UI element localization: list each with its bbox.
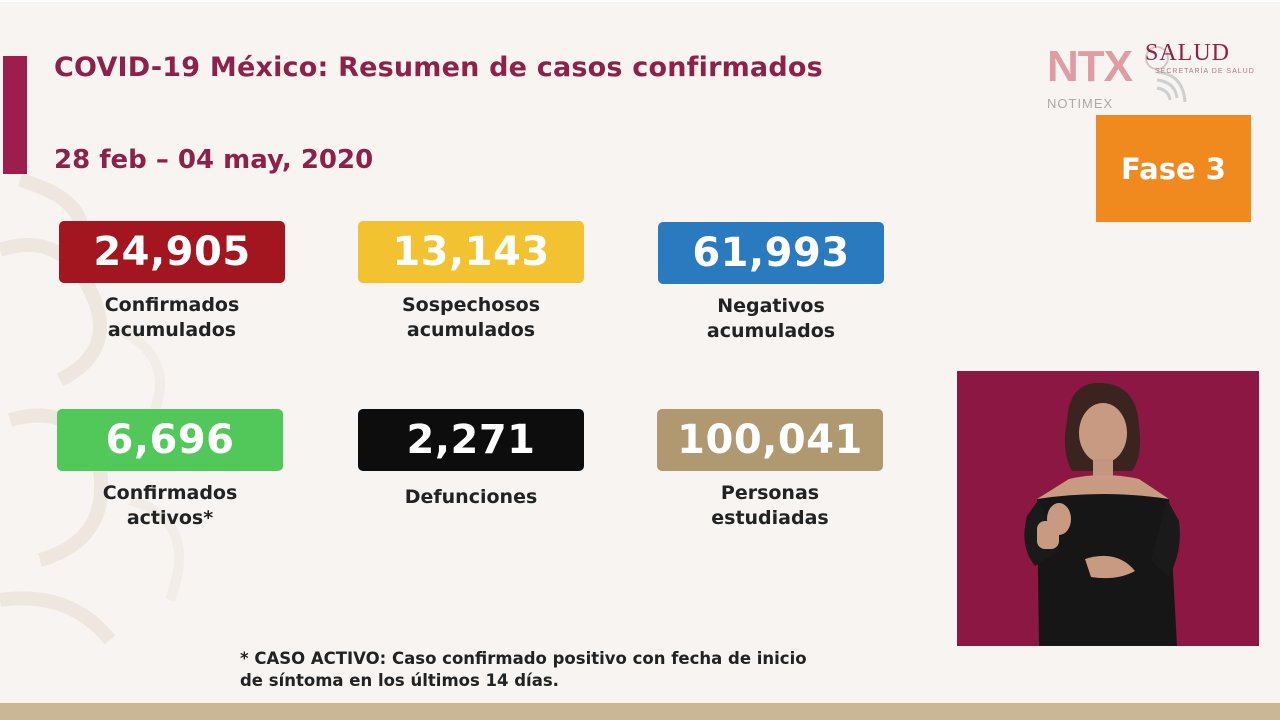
stat-value-box: 13,143 <box>358 221 584 283</box>
stat-personas-estudiadas: 100,041 Personas estudiadas <box>657 409 883 531</box>
date-range: 28 feb – 04 may, 2020 <box>54 145 374 175</box>
stat-label: Confirmados activos* <box>102 482 238 529</box>
sign-language-interpreter-video <box>957 371 1259 646</box>
bottom-bar <box>0 703 1280 720</box>
notimex-label: NOTIMEX <box>1047 96 1114 111</box>
stat-label: Confirmados acumulados <box>104 294 240 341</box>
stat-sospechosos-acumulados: 13,143 Sospechosos acumulados <box>358 221 584 343</box>
stat-confirmados-activos: 6,696 Confirmados activos* <box>57 409 283 531</box>
stat-value-box: 2,271 <box>358 409 584 471</box>
top-border <box>0 0 1280 2</box>
stat-value-box: 6,696 <box>57 409 283 471</box>
stat-value-box: 100,041 <box>657 409 883 471</box>
stat-label: Sospechosos acumulados <box>401 294 541 341</box>
stat-label: Personas estudiadas <box>711 482 829 529</box>
stat-negativos-acumulados: 61,993 Negativos acumulados <box>658 222 884 344</box>
stat-defunciones: 2,271 Defunciones <box>358 409 584 510</box>
ntx-logo: NTX <box>1047 42 1133 91</box>
title-accent-bar <box>3 56 27 174</box>
emblem-icon <box>1145 46 1187 103</box>
stat-value-box: 24,905 <box>59 221 285 283</box>
stat-label: Defunciones <box>404 486 538 508</box>
footnote: * CASO ACTIVO: Caso confirmado positivo … <box>240 649 807 690</box>
salud-logo: SALUD <box>1145 40 1231 66</box>
stat-label: Negativos acumulados <box>706 295 836 342</box>
page-title: COVID-19 México: Resumen de casos confir… <box>54 52 823 83</box>
stat-value-box: 61,993 <box>658 222 884 284</box>
logo-group: NTX SALUD SECRETARÍA DE SALUD NOTIMEX <box>1045 38 1255 114</box>
interpreter-figure <box>1024 382 1180 646</box>
stat-confirmados-acumulados: 24,905 Confirmados acumulados <box>59 221 285 343</box>
secretaria-label: SECRETARÍA DE SALUD <box>1155 68 1255 75</box>
phase-badge: Fase 3 <box>1096 115 1251 222</box>
